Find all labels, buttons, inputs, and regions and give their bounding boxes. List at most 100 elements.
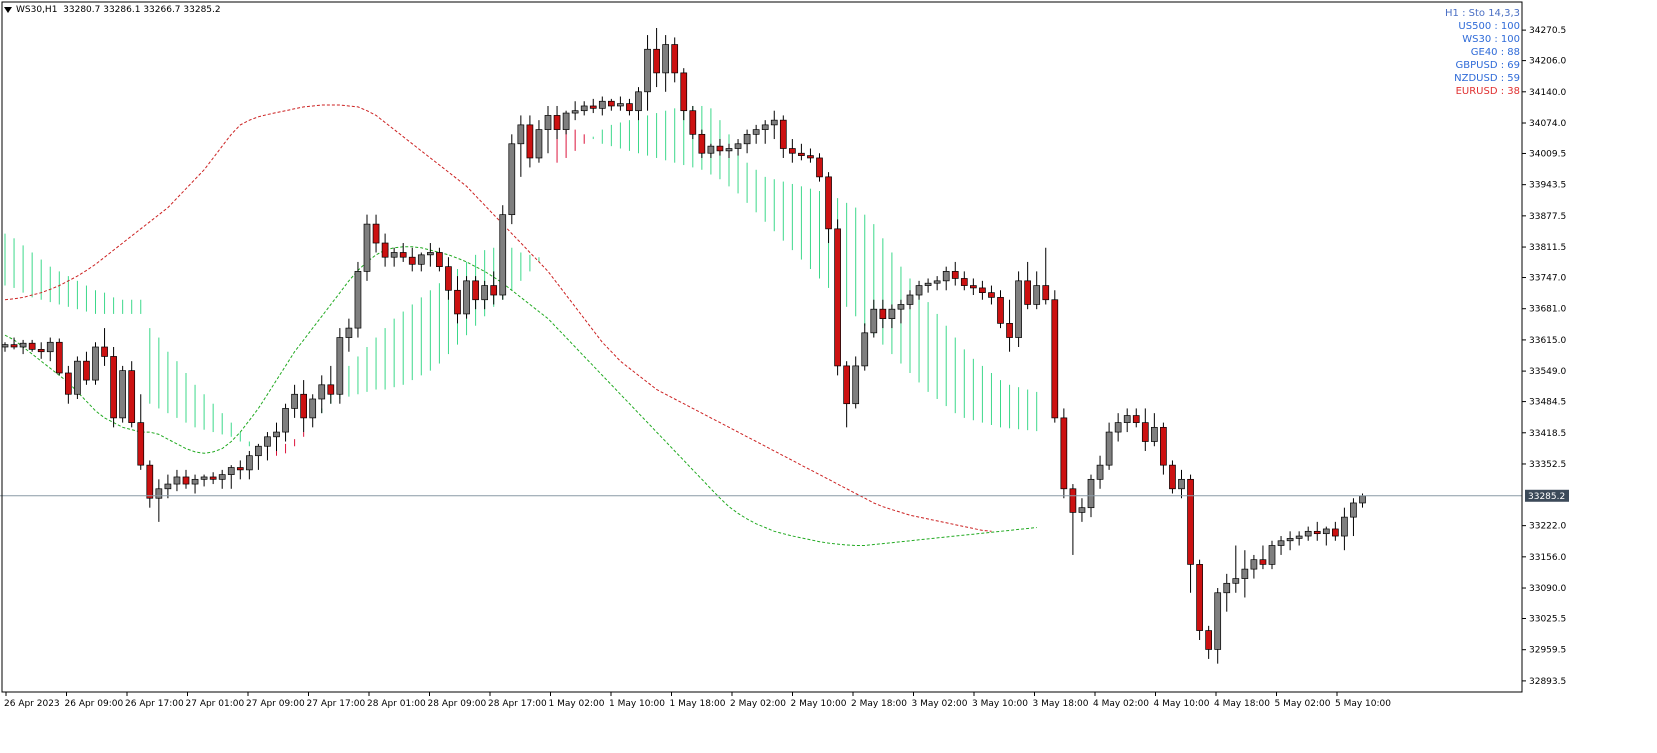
candle[interactable]: [1304, 526, 1312, 541]
candle[interactable]: [1069, 484, 1077, 555]
candle[interactable]: [680, 68, 688, 121]
candle[interactable]: [553, 105, 561, 140]
candle[interactable]: [725, 143, 733, 158]
candle[interactable]: [146, 460, 154, 508]
candle[interactable]: [969, 278, 977, 296]
candle[interactable]: [300, 380, 307, 433]
candle[interactable]: [101, 328, 108, 366]
candle[interactable]: [463, 276, 470, 319]
candle[interactable]: [834, 219, 841, 376]
candle[interactable]: [1015, 271, 1022, 347]
candle[interactable]: [291, 384, 298, 418]
candle[interactable]: [119, 365, 127, 423]
candle[interactable]: [1114, 413, 1122, 442]
candle[interactable]: [1178, 469, 1185, 499]
candle[interactable]: [345, 318, 353, 352]
candle[interactable]: [1341, 507, 1348, 551]
candle[interactable]: [861, 323, 869, 371]
candle[interactable]: [327, 365, 335, 404]
candle[interactable]: [798, 143, 805, 161]
candle[interactable]: [1, 342, 9, 352]
candle[interactable]: [888, 304, 896, 329]
candle[interactable]: [1141, 408, 1149, 451]
dropdown-triangle-icon[interactable]: [4, 6, 12, 13]
candle[interactable]: [1051, 290, 1059, 423]
candle[interactable]: [336, 328, 344, 404]
candle[interactable]: [644, 35, 651, 111]
candle[interactable]: [1033, 271, 1041, 310]
candle[interactable]: [1150, 413, 1158, 447]
candle[interactable]: [282, 403, 289, 442]
candle[interactable]: [490, 271, 498, 305]
candle[interactable]: [770, 110, 778, 140]
candle[interactable]: [408, 247, 416, 272]
candle[interactable]: [1241, 550, 1249, 598]
symbol-header[interactable]: WS30,H1 33280.7 33286.1 33266.7 33285.2: [4, 4, 221, 16]
candle[interactable]: [662, 35, 670, 92]
candle[interactable]: [1169, 460, 1176, 494]
candle[interactable]: [209, 472, 217, 485]
candle[interactable]: [788, 139, 796, 163]
candle[interactable]: [218, 469, 226, 489]
candle[interactable]: [1214, 588, 1222, 664]
candle[interactable]: [1268, 540, 1276, 570]
candle[interactable]: [807, 148, 814, 163]
candle[interactable]: [318, 375, 326, 414]
candle[interactable]: [137, 394, 145, 470]
candle[interactable]: [427, 243, 434, 267]
candle[interactable]: [689, 105, 697, 140]
candle[interactable]: [915, 280, 923, 300]
candle[interactable]: [752, 124, 760, 144]
candle[interactable]: [1205, 625, 1213, 659]
candle[interactable]: [1313, 521, 1321, 541]
candle[interactable]: [942, 266, 950, 291]
candle[interactable]: [381, 233, 389, 267]
candle[interactable]: [10, 337, 18, 350]
candle[interactable]: [1286, 531, 1294, 551]
candle[interactable]: [626, 98, 633, 116]
candle[interactable]: [1322, 526, 1330, 546]
candle[interactable]: [960, 271, 968, 291]
candle[interactable]: [933, 276, 941, 291]
candle[interactable]: [825, 172, 832, 244]
candle[interactable]: [19, 339, 27, 355]
candle[interactable]: [309, 394, 317, 428]
candle[interactable]: [28, 339, 36, 352]
candle[interactable]: [128, 361, 136, 428]
candle[interactable]: [1042, 247, 1050, 305]
candle[interactable]: [354, 261, 362, 338]
candle[interactable]: [535, 120, 543, 163]
candle[interactable]: [906, 290, 914, 310]
candle[interactable]: [472, 276, 479, 310]
candle[interactable]: [562, 110, 570, 135]
candle[interactable]: [246, 450, 253, 480]
candle[interactable]: [779, 115, 787, 158]
candle[interactable]: [734, 139, 742, 156]
candle[interactable]: [173, 469, 181, 492]
candle[interactable]: [508, 134, 516, 225]
candle[interactable]: [1105, 422, 1113, 470]
candle[interactable]: [1078, 498, 1086, 522]
candle[interactable]: [544, 105, 552, 154]
candle[interactable]: [979, 280, 986, 300]
candle[interactable]: [743, 129, 751, 154]
candle[interactable]: [526, 115, 534, 168]
candle[interactable]: [1024, 261, 1032, 310]
candle[interactable]: [55, 338, 63, 376]
candle[interactable]: [879, 299, 887, 329]
candle[interactable]: [1223, 573, 1231, 612]
candle[interactable]: [37, 342, 45, 359]
candle[interactable]: [227, 465, 235, 489]
candle[interactable]: [83, 351, 90, 385]
candle[interactable]: [164, 474, 172, 499]
candle[interactable]: [200, 474, 208, 487]
candle[interactable]: [363, 214, 371, 281]
candle[interactable]: [454, 276, 461, 324]
candle[interactable]: [92, 342, 99, 385]
candle[interactable]: [698, 129, 706, 158]
candle[interactable]: [1259, 545, 1267, 570]
candle[interactable]: [1295, 531, 1303, 546]
candle[interactable]: [1277, 536, 1285, 555]
candle[interactable]: [517, 115, 525, 177]
candle[interactable]: [1250, 554, 1258, 579]
